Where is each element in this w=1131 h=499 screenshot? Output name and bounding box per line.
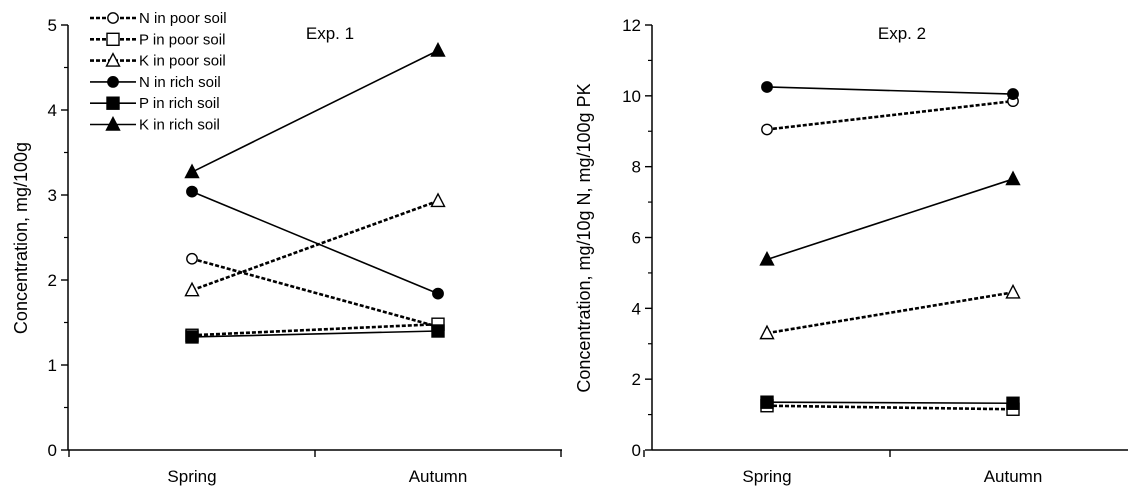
y-tick-label: 10	[622, 87, 641, 106]
legend-entry-k-in-rich-soil: K in rich soil	[90, 115, 220, 134]
legend-label: K in poor soil	[139, 53, 226, 70]
y-tick-label: 3	[48, 186, 57, 205]
legend-marker	[105, 115, 121, 131]
data-point-spring	[185, 330, 199, 344]
legend-entry-n-in-rich-soil: N in rich soil	[90, 74, 221, 91]
data-point-spring	[759, 324, 775, 340]
series-line	[766, 86, 1014, 95]
chart-title: Exp. 1	[306, 24, 354, 43]
series-line	[766, 404, 1014, 411]
series-line	[766, 99, 1014, 131]
series-3-n-in-rich-soil	[186, 185, 444, 300]
data-point-spring	[184, 281, 200, 297]
series-0	[761, 95, 1019, 136]
legend-label: P in poor soil	[139, 31, 225, 48]
legend-marker	[106, 96, 120, 110]
legend: N in poor soil P in poor soil K in poor so…	[90, 10, 227, 134]
y-tick-label: 4	[632, 299, 641, 318]
data-point-autumn	[431, 324, 445, 338]
data-point-spring	[760, 395, 774, 409]
series-2	[759, 283, 1021, 340]
legend-entry-p-in-rich-soil: P in rich soil	[90, 95, 220, 112]
series-line	[766, 178, 1014, 261]
series-line	[191, 199, 439, 292]
x-tick-label-autumn: Autumn	[984, 467, 1043, 486]
y-tick-label: 4	[48, 101, 57, 120]
y-tick-label: 5	[48, 16, 57, 35]
chart-panel-exp1: 0 1 2 3 4 5 Spring Autumn Concentration, mg/100g…	[11, 10, 562, 486]
y-tick-label: 0	[632, 441, 641, 460]
data-point-autumn	[432, 287, 444, 300]
series-1-p-in-poor-soil	[185, 317, 445, 342]
series-line	[191, 190, 439, 295]
data-point-spring	[186, 252, 198, 265]
data-point-spring	[186, 185, 198, 198]
y-tick-label: 2	[632, 370, 641, 389]
series-line	[766, 291, 1014, 335]
series-line	[191, 49, 439, 173]
series-4-p-in-rich-soil	[185, 324, 445, 344]
y-tick-label: 2	[48, 271, 57, 290]
data-point-autumn	[430, 192, 446, 208]
x-tick-label-autumn: Autumn	[409, 467, 468, 486]
series-line	[191, 257, 439, 329]
data-point-spring	[184, 163, 200, 179]
series-5	[759, 170, 1021, 266]
x-tick-label-spring: Spring	[167, 467, 216, 486]
data-point-spring	[761, 123, 773, 136]
legend-label: K in rich soil	[139, 117, 220, 134]
legend-entry-p-in-poor-soil: P in poor soil	[90, 31, 225, 48]
series-line	[191, 330, 439, 338]
data-point-spring	[759, 250, 775, 266]
chart-title: Exp. 2	[878, 24, 926, 43]
chart-panel-exp2: 0 2 4 6 8 10 12 Spring Autumn Concentration, mg/1…	[574, 16, 1128, 486]
legend-marker	[107, 12, 119, 24]
data-point-autumn	[1005, 170, 1021, 186]
y-tick-label: 8	[632, 158, 641, 177]
data-point-autumn	[1005, 283, 1021, 299]
series-0-n-in-poor-soil	[186, 252, 444, 333]
legend-entry-k-in-poor-soil: K in poor soil	[90, 52, 226, 70]
data-point-spring	[761, 81, 773, 93]
data-point-autumn	[430, 41, 446, 57]
y-axis-title: Concentration, mg/10g N, mg/100g PK	[574, 83, 594, 392]
data-point-autumn	[1006, 396, 1020, 410]
y-tick-label: 6	[632, 229, 641, 248]
series-4	[760, 395, 1020, 410]
data-point-autumn	[1007, 88, 1019, 100]
series-5-k-in-rich-soil	[184, 41, 446, 179]
x-tick-label-spring: Spring	[742, 467, 791, 486]
y-axis-title: Concentration, mg/100g	[11, 142, 31, 334]
legend-label: N in poor soil	[139, 10, 227, 27]
series-line	[191, 322, 439, 337]
legend-label: N in rich soil	[139, 74, 221, 91]
legend-marker	[106, 32, 120, 46]
y-tick-label: 12	[622, 16, 641, 35]
series-3	[761, 81, 1019, 100]
legend-marker	[105, 52, 121, 67]
y-tick-label: 1	[48, 356, 57, 375]
legend-entry-n-in-poor-soil: N in poor soil	[90, 10, 227, 27]
series-line	[766, 401, 1014, 405]
y-tick-label: 0	[48, 441, 57, 460]
legend-marker	[107, 76, 119, 88]
series-2-k-in-poor-soil	[184, 192, 446, 297]
legend-label: P in rich soil	[139, 95, 220, 112]
